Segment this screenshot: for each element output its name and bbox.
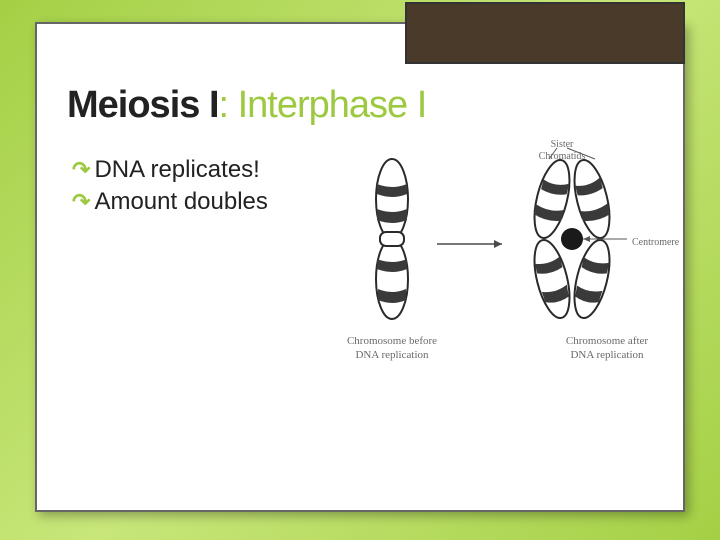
caption-line: DNA replication xyxy=(570,349,643,361)
bullet-text: Amount doubles xyxy=(94,186,267,218)
corner-accent-box xyxy=(405,2,685,64)
caption-line: Chromosome after xyxy=(566,335,648,347)
title-light-part: : Interphase I xyxy=(219,84,427,126)
slide-card: Meiosis I: Interphase I ↷ DNA replicates… xyxy=(35,22,685,512)
bullet-item: ↷ Amount doubles xyxy=(72,186,268,218)
label-centromere: Centromere xyxy=(632,237,679,248)
slide-title: Meiosis I: Interphase I xyxy=(67,84,426,127)
caption-before: Chromosome before DNA replication xyxy=(332,334,452,363)
caption-line: DNA replication xyxy=(355,349,428,361)
label-sister-chromatids: Sister Chromatids xyxy=(527,139,597,163)
bullet-icon: ↷ xyxy=(72,187,90,217)
bullet-text: DNA replicates! xyxy=(94,154,259,186)
caption-after: Chromosome after DNA replication xyxy=(542,334,672,363)
bullet-icon: ↷ xyxy=(72,155,90,185)
caption-line: Chromosome before xyxy=(347,335,437,347)
chromosome-diagram: Sister Chromatids Centromere Chromosome … xyxy=(327,139,677,389)
bullet-item: ↷ DNA replicates! xyxy=(72,154,268,186)
bullet-list: ↷ DNA replicates! ↷ Amount doubles xyxy=(72,154,268,219)
title-bold-part: Meiosis I xyxy=(67,84,219,126)
